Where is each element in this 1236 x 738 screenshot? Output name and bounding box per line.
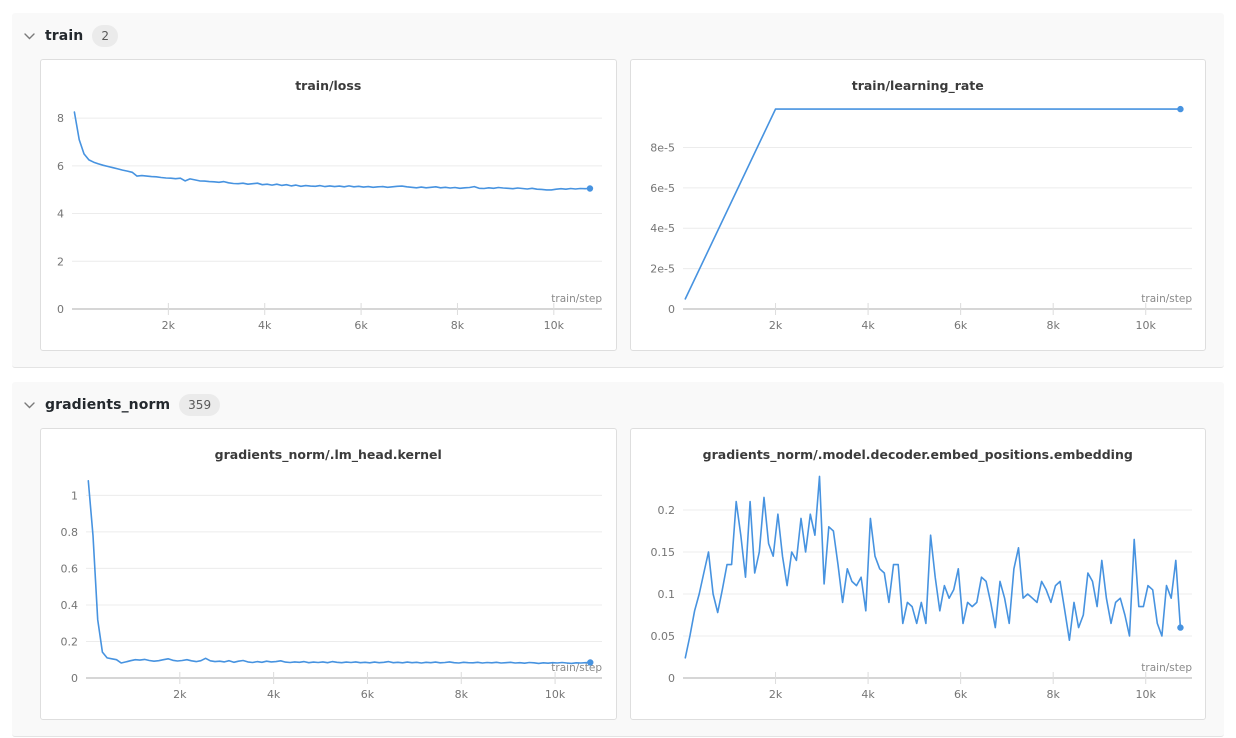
svg-text:8k: 8k xyxy=(451,319,465,332)
svg-text:0.05: 0.05 xyxy=(650,630,675,643)
svg-text:train/step: train/step xyxy=(1141,662,1192,674)
chart-plot-area[interactable]: 0 0.05 0.1 0.15 0.2 2k 4k 6k 8k 10k train/step xyxy=(631,463,1206,712)
svg-text:10k: 10k xyxy=(545,688,566,701)
svg-text:0.6: 0.6 xyxy=(61,562,79,575)
svg-text:6k: 6k xyxy=(953,688,967,701)
chevron-down-icon[interactable] xyxy=(22,398,36,412)
svg-text:0: 0 xyxy=(668,303,675,316)
svg-text:8k: 8k xyxy=(1046,319,1060,332)
chart-panel-train-loss[interactable]: train/loss 0 2 4 6 8 2k 4k 6k 8k 10k train/step xyxy=(40,59,617,351)
svg-text:6k: 6k xyxy=(354,319,368,332)
svg-text:0.2: 0.2 xyxy=(657,504,675,517)
svg-text:4: 4 xyxy=(57,208,64,221)
svg-text:4k: 4k xyxy=(861,688,875,701)
section-title: gradients_norm xyxy=(45,397,171,413)
section-train: train 2 train/loss 0 2 4 6 8 2k 4k 6k 8k 10k train… xyxy=(12,13,1224,368)
chart-title: train/learning_rate xyxy=(851,78,984,93)
svg-text:0: 0 xyxy=(57,303,64,316)
svg-text:train/step: train/step xyxy=(551,293,602,305)
svg-text:2k: 2k xyxy=(768,688,782,701)
svg-text:4k: 4k xyxy=(267,688,281,701)
section-title: train xyxy=(45,28,84,44)
chart-plot-area[interactable]: 0 2 4 6 8 2k 4k 6k 8k 10k train/step xyxy=(41,94,616,343)
chart-title: gradients_norm/.model.decoder.embed_posi… xyxy=(702,447,1133,462)
svg-text:2k: 2k xyxy=(768,319,782,332)
svg-text:8: 8 xyxy=(57,112,64,125)
chart-panel-train-learning-rate[interactable]: train/learning_rate 0 2e-5 4e-5 6e-5 8e-5 2k 4… xyxy=(629,59,1206,351)
svg-text:6e-5: 6e-5 xyxy=(650,182,675,195)
section-header[interactable]: train 2 xyxy=(23,22,1206,50)
svg-text:0.15: 0.15 xyxy=(650,546,675,559)
section-count-badge: 359 xyxy=(179,394,221,416)
svg-text:8k: 8k xyxy=(455,688,469,701)
svg-text:2k: 2k xyxy=(162,319,176,332)
svg-text:8k: 8k xyxy=(1046,688,1060,701)
svg-text:train/step: train/step xyxy=(551,662,602,674)
svg-text:2e-5: 2e-5 xyxy=(650,263,675,276)
svg-text:4k: 4k xyxy=(861,319,875,332)
svg-text:2k: 2k xyxy=(173,688,187,701)
panel-grid: gradients_norm/.lm_head.kernel 0 0.2 0.4 0.… xyxy=(40,428,1206,720)
svg-text:4e-5: 4e-5 xyxy=(650,222,675,235)
section-count-badge: 2 xyxy=(92,25,118,47)
chart-title: train/loss xyxy=(295,78,362,93)
svg-text:1: 1 xyxy=(71,489,78,502)
chevron-down-icon[interactable] xyxy=(22,29,36,43)
svg-text:0.8: 0.8 xyxy=(61,526,79,539)
section-gradients-norm: gradients_norm 359 gradients_norm/.lm_he… xyxy=(12,382,1224,737)
svg-text:6k: 6k xyxy=(953,319,967,332)
svg-text:0: 0 xyxy=(668,672,675,685)
svg-text:10k: 10k xyxy=(1135,688,1156,701)
svg-text:0.2: 0.2 xyxy=(61,635,79,648)
svg-text:6: 6 xyxy=(57,160,64,173)
svg-text:8e-5: 8e-5 xyxy=(650,141,675,154)
svg-text:4k: 4k xyxy=(258,319,272,332)
svg-text:6k: 6k xyxy=(361,688,375,701)
svg-text:0.1: 0.1 xyxy=(657,588,675,601)
chart-panel-embed-positions-embedding[interactable]: gradients_norm/.model.decoder.embed_posi… xyxy=(629,428,1206,720)
panel-grid: train/loss 0 2 4 6 8 2k 4k 6k 8k 10k train/step tr… xyxy=(40,59,1206,351)
chart-panel-lm-head-kernel[interactable]: gradients_norm/.lm_head.kernel 0 0.2 0.4 0.… xyxy=(40,428,617,720)
svg-text:10k: 10k xyxy=(1135,319,1156,332)
section-header[interactable]: gradients_norm 359 xyxy=(23,391,1206,419)
chart-plot-area[interactable]: 0 0.2 0.4 0.6 0.8 1 2k 4k 6k 8k 10k train/step xyxy=(41,463,616,712)
svg-text:train/step: train/step xyxy=(1141,293,1192,305)
svg-text:10k: 10k xyxy=(544,319,565,332)
svg-text:0.4: 0.4 xyxy=(61,599,79,612)
chart-title: gradients_norm/.lm_head.kernel xyxy=(214,447,442,462)
chart-plot-area[interactable]: 0 2e-5 4e-5 6e-5 8e-5 2k 4k 6k 8k 10k train/step xyxy=(631,94,1206,343)
svg-text:2: 2 xyxy=(57,255,64,268)
svg-text:0: 0 xyxy=(71,672,78,685)
